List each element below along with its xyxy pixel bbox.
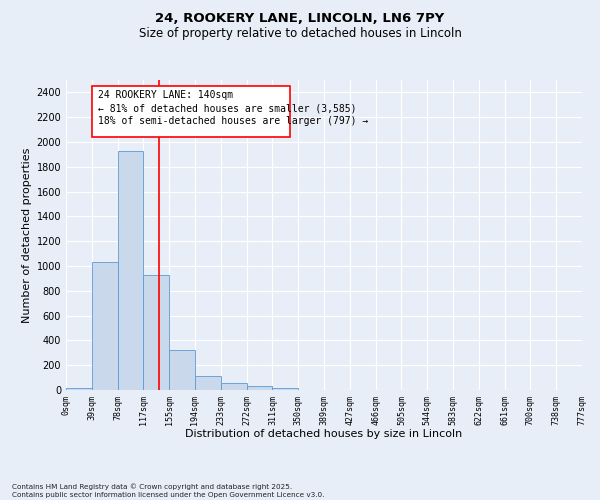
Text: 24 ROOKERY LANE: 140sqm
← 81% of detached houses are smaller (3,585)
18% of semi: 24 ROOKERY LANE: 140sqm ← 81% of detache…	[98, 90, 368, 126]
Bar	[221, 383, 247, 390]
Bar	[272, 388, 298, 390]
Y-axis label: Number of detached properties: Number of detached properties	[22, 148, 32, 322]
Text: Size of property relative to detached houses in Lincoln: Size of property relative to detached ho…	[139, 28, 461, 40]
Bar	[143, 274, 169, 390]
FancyBboxPatch shape	[92, 86, 290, 138]
X-axis label: Distribution of detached houses by size in Lincoln: Distribution of detached houses by size …	[185, 429, 463, 439]
Bar	[66, 388, 92, 390]
Bar	[118, 150, 143, 390]
Text: Contains HM Land Registry data © Crown copyright and database right 2025.
Contai: Contains HM Land Registry data © Crown c…	[12, 484, 325, 498]
Bar	[195, 376, 221, 390]
Bar	[247, 386, 272, 390]
Bar	[92, 262, 118, 390]
Text: 24, ROOKERY LANE, LINCOLN, LN6 7PY: 24, ROOKERY LANE, LINCOLN, LN6 7PY	[155, 12, 445, 26]
Bar	[169, 350, 195, 390]
